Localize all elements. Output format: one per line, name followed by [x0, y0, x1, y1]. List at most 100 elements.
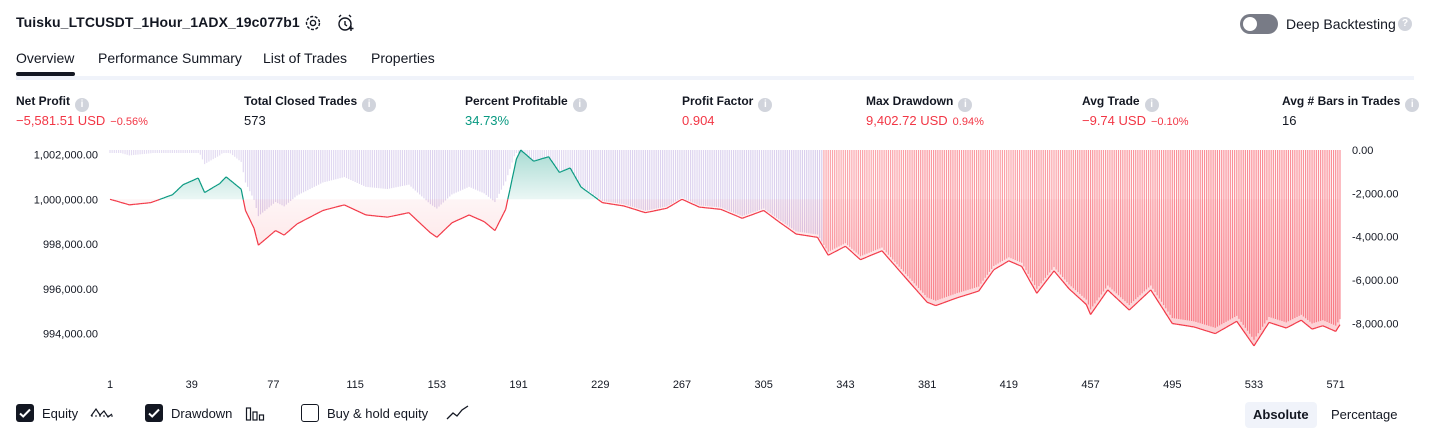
equity-line-segment — [666, 206, 670, 209]
stat-total-closed-trades-label: Total Closed Trades i — [244, 94, 377, 112]
drawdown-bar — [733, 150, 735, 213]
absolute-scale-button[interactable]: Absolute — [1245, 402, 1317, 428]
equity-line-segment — [694, 204, 698, 207]
drawdown-bar — [479, 150, 481, 192]
equity-line-segment — [933, 304, 936, 307]
equity-line-segment — [1062, 280, 1066, 285]
drawdown-bar — [150, 150, 152, 154]
right-axis-tick-label: -4,000.00 — [1352, 232, 1398, 244]
equity-line-segment — [926, 301, 930, 304]
drawdown-bar — [754, 150, 756, 212]
drawdown-bar — [171, 150, 173, 153]
equity-line-segment — [1200, 328, 1203, 331]
equity-line-segment — [277, 231, 281, 234]
equity-line-segment — [1169, 319, 1173, 324]
equity-line-segment — [982, 281, 986, 286]
equity-line-segment — [855, 255, 859, 259]
drawdown-bar — [799, 150, 801, 232]
drawdown-bar — [496, 150, 498, 198]
equity-line-segment — [404, 212, 407, 215]
equity-checkbox[interactable] — [16, 404, 34, 422]
equity-line-segment — [696, 205, 700, 208]
equity-line-icon — [90, 404, 114, 425]
add-alert-clock-icon[interactable] — [336, 13, 356, 33]
stat-percent-profitable-label: Percent Profitable i — [465, 94, 587, 112]
equity-line-segment — [843, 245, 846, 248]
equity-line-segment — [178, 186, 182, 190]
info-icon[interactable]: i — [1144, 98, 1159, 112]
legend-equity-toggle[interactable]: Equity — [16, 404, 116, 424]
equity-line-segment — [1004, 261, 1008, 264]
equity-line-segment — [944, 301, 947, 304]
deep-backtesting-help-icon[interactable]: ? — [1398, 17, 1412, 31]
info-icon[interactable]: i — [362, 98, 377, 112]
drawdown-bar — [537, 150, 539, 160]
drawdown-bar — [715, 150, 717, 208]
drawdown-bar — [724, 150, 726, 210]
equity-line-segment — [907, 279, 911, 284]
equity-line-segment — [201, 187, 206, 193]
drawdown-bar — [608, 150, 610, 202]
equity-line-segment — [316, 212, 319, 215]
equity-line-segment — [327, 208, 330, 210]
tab-list-of-trades[interactable]: List of Trades — [263, 50, 348, 66]
info-icon[interactable]: i — [75, 98, 89, 112]
tab-properties[interactable]: Properties — [371, 50, 435, 66]
equity-line-segment — [765, 211, 769, 215]
drawdown-bar — [279, 150, 281, 205]
drawdown-bar — [483, 150, 485, 194]
info-icon[interactable]: i — [758, 98, 773, 112]
drawdown-bar — [221, 150, 223, 154]
drawdown-bar — [625, 150, 627, 205]
equity-line-segment — [410, 214, 414, 218]
equity-line-segment — [599, 200, 603, 204]
drawdown-checkbox[interactable] — [145, 404, 163, 422]
drawdown-bar — [745, 150, 748, 215]
drawdown-bar — [533, 150, 535, 161]
drawdown-bar — [219, 150, 221, 156]
drawdown-bar — [406, 150, 408, 186]
equity-line-segment — [1096, 301, 1100, 306]
drawdown-bar — [674, 150, 677, 202]
drawdown-bar — [840, 150, 842, 246]
equity-line-segment — [793, 231, 797, 235]
equity-line-segment — [1262, 328, 1266, 333]
equity-line-segment — [924, 299, 928, 303]
equity-line-segment — [845, 245, 848, 249]
equity-line-segment — [911, 284, 915, 288]
equity-line-segment — [1305, 323, 1309, 326]
info-icon[interactable]: i — [572, 98, 587, 112]
buyhold-checkbox[interactable] — [301, 404, 319, 422]
equity-line-segment — [668, 205, 672, 208]
equity-line-segment — [1238, 324, 1242, 328]
drawdown-bar — [247, 150, 249, 187]
drawdown-bar — [797, 150, 799, 232]
info-icon[interactable]: i — [1405, 98, 1420, 112]
drawdown-bar — [376, 150, 378, 188]
percentage-scale-button[interactable]: Percentage — [1331, 407, 1398, 422]
drawdown-bar — [502, 150, 505, 186]
deep-backtesting-toggle[interactable] — [1240, 14, 1278, 34]
tab-performance-summary[interactable]: Performance Summary — [98, 50, 242, 66]
info-icon[interactable]: i — [958, 98, 973, 112]
drawdown-bar — [597, 150, 599, 198]
equity-line-segment — [1017, 264, 1020, 267]
legend-buyhold-toggle[interactable]: Buy & hold equity — [301, 404, 476, 424]
equity-line-segment — [1296, 320, 1300, 323]
legend-drawdown-toggle[interactable]: Drawdown — [145, 404, 275, 424]
tab-overview[interactable]: Overview — [16, 50, 75, 66]
drawdown-bar — [806, 150, 808, 233]
equity-line-segment — [169, 194, 173, 197]
drawdown-bar — [410, 150, 412, 187]
strategy-title: Tuisku_LTCUSDT_1Hour_1ADX_19c077b1 — [16, 14, 300, 30]
drawdown-bar — [244, 150, 247, 183]
equity-line-segment — [769, 214, 773, 218]
buyhold-line-icon — [446, 404, 470, 425]
settings-gear-icon[interactable] — [303, 13, 323, 33]
equity-line-segment — [185, 182, 188, 185]
drawdown-bar — [395, 150, 397, 188]
drawdown-bar — [343, 150, 345, 178]
equity-drawdown-chart[interactable]: 1,002,000.00 1,000,000.00 998,000.00 996,00… — [0, 140, 1431, 395]
equity-line-segment — [526, 155, 530, 158]
drawdown-bar — [122, 150, 124, 154]
